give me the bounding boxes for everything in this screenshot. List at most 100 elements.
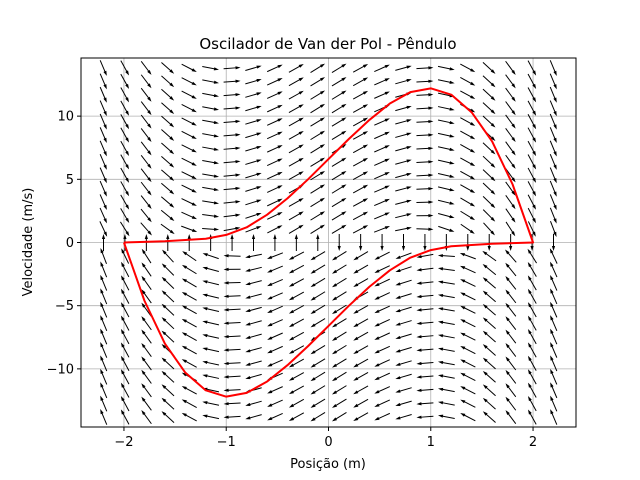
vector-arrow-head	[235, 186, 241, 191]
vector-arrow-head	[490, 96, 496, 101]
vector-arrow	[374, 265, 390, 273]
vector-arrow-shaft	[398, 346, 412, 352]
vector-arrow-shaft	[437, 79, 452, 84]
vector-arrow-head	[147, 83, 152, 89]
vector-arrow-shaft	[121, 277, 130, 291]
vector-arrow	[374, 118, 390, 126]
vector-arrow-head	[319, 90, 326, 95]
vector-arrow-head	[550, 342, 554, 348]
vector-arrow-head	[530, 246, 534, 251]
vector-arrow	[288, 157, 304, 167]
vector-arrow-head	[482, 384, 488, 389]
vector-arrow-head	[416, 308, 422, 312]
vector-arrow	[181, 90, 197, 99]
vector-arrow-shaft	[310, 172, 323, 181]
vector-arrow-head	[428, 160, 434, 164]
vector-arrow	[374, 332, 391, 340]
vector-arrow-head	[384, 145, 390, 149]
vector-arrow-head	[141, 342, 146, 348]
vector-arrow-shaft	[99, 154, 107, 168]
vector-arrow-shaft	[99, 73, 107, 87]
vector-arrow	[161, 129, 175, 141]
vector-arrow-shaft	[331, 105, 345, 114]
vector-arrow-head	[505, 316, 510, 322]
vector-arrow	[509, 234, 513, 251]
vector-arrow	[161, 290, 175, 303]
vector-arrow-shaft	[374, 119, 388, 126]
vector-arrow-head	[341, 171, 347, 175]
vector-arrow-shaft	[267, 226, 281, 234]
vector-arrow-shaft	[269, 359, 283, 366]
vector-arrow	[288, 385, 305, 395]
vector-arrow-shaft	[506, 318, 517, 331]
vector-arrow	[527, 342, 537, 358]
vector-arrow-head	[460, 359, 466, 364]
vector-arrow	[352, 131, 369, 140]
vector-arrow	[288, 224, 304, 234]
vector-arrow-head	[490, 136, 496, 141]
vector-arrow	[416, 361, 434, 366]
vector-arrow	[161, 102, 175, 115]
vector-arrow-head	[505, 356, 510, 362]
vector-arrow-shaft	[527, 167, 536, 181]
vector-arrow	[505, 356, 517, 371]
vector-arrow	[416, 160, 434, 164]
vector-arrow	[310, 291, 326, 301]
trajectory-line	[123, 87, 535, 398]
vector-arrow	[140, 87, 152, 102]
vector-arrow	[310, 318, 326, 328]
vector-arrow	[181, 318, 197, 328]
vector-arrow-head	[310, 417, 316, 422]
vector-arrow-shaft	[506, 291, 517, 304]
vector-arrow-head	[120, 275, 125, 281]
vector-arrow-shaft	[122, 250, 130, 264]
vector-arrow-shaft	[462, 253, 476, 260]
vector-arrow-head	[438, 414, 444, 418]
vector-arrow	[310, 412, 326, 422]
vector-arrow	[161, 62, 175, 74]
vector-arrow-head	[460, 412, 466, 417]
vector-arrow	[140, 181, 152, 196]
vector-arrow	[527, 194, 537, 210]
vector-arrow-head	[470, 175, 476, 180]
vector-arrow-head	[310, 390, 316, 395]
vector-arrow	[460, 386, 476, 395]
vector-arrow-shaft	[142, 331, 152, 344]
vector-arrow-head	[482, 303, 488, 309]
vector-arrow-head	[141, 316, 146, 322]
vector-arrow-head	[100, 288, 104, 294]
vector-arrow	[223, 93, 241, 97]
vector-arrow	[395, 414, 412, 420]
vector-arrow-head	[181, 345, 187, 350]
vector-arrow	[395, 65, 412, 71]
vector-arrow-shaft	[140, 208, 151, 221]
vector-arrow-head	[120, 302, 125, 308]
vector-arrow-shaft	[184, 400, 197, 408]
vector-arrow-shaft	[248, 414, 262, 419]
vector-arrow-head	[125, 164, 130, 170]
vector-arrow-head	[509, 246, 513, 251]
vector-arrow	[223, 375, 241, 379]
vector-arrow-shaft	[440, 268, 455, 271]
vector-arrow-head	[353, 403, 359, 408]
vector-arrow	[331, 304, 347, 315]
vector-arrow	[181, 278, 197, 288]
vector-arrow-head	[406, 172, 412, 177]
y-tick-label: −10	[47, 362, 74, 377]
vector-arrow-shaft	[355, 358, 369, 367]
vector-arrow-shaft	[226, 335, 241, 338]
vector-arrow	[161, 142, 175, 155]
vector-arrow-head	[353, 417, 359, 422]
vector-arrow-shaft	[269, 412, 283, 420]
vector-arrow-head	[437, 280, 444, 284]
vector-arrow-head	[103, 124, 107, 130]
vector-arrow-head	[235, 119, 241, 124]
vector-arrow-head	[553, 110, 557, 117]
vector-arrow-head	[416, 402, 422, 406]
x-tick-label: −1	[217, 435, 236, 450]
vector-arrow	[331, 371, 347, 382]
vector-arrow-shaft	[528, 344, 537, 358]
vector-arrow-head	[169, 149, 175, 155]
vector-arrow-head	[460, 265, 466, 270]
vector-arrow-shaft	[550, 264, 558, 278]
